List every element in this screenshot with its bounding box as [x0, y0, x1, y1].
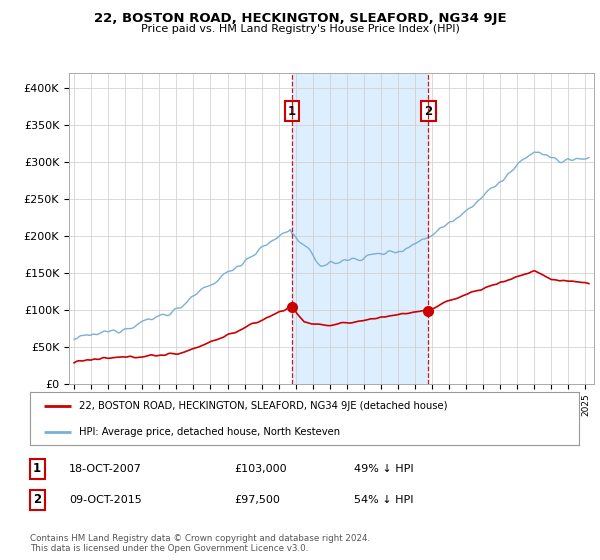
Text: 09-OCT-2015: 09-OCT-2015 [69, 495, 142, 505]
Text: 1: 1 [288, 105, 296, 118]
Text: Contains HM Land Registry data © Crown copyright and database right 2024.
This d: Contains HM Land Registry data © Crown c… [30, 534, 370, 553]
Text: £97,500: £97,500 [234, 495, 280, 505]
Text: 22, BOSTON ROAD, HECKINGTON, SLEAFORD, NG34 9JE (detached house): 22, BOSTON ROAD, HECKINGTON, SLEAFORD, N… [79, 402, 448, 412]
Text: 22, BOSTON ROAD, HECKINGTON, SLEAFORD, NG34 9JE: 22, BOSTON ROAD, HECKINGTON, SLEAFORD, N… [94, 12, 506, 25]
Bar [292, 73, 428, 384]
Text: 49% ↓ HPI: 49% ↓ HPI [354, 464, 413, 474]
Text: 54% ↓ HPI: 54% ↓ HPI [354, 495, 413, 505]
Text: Price paid vs. HM Land Registry's House Price Index (HPI): Price paid vs. HM Land Registry's House … [140, 24, 460, 34]
Text: 2: 2 [33, 493, 41, 506]
Text: HPI: Average price, detached house, North Kesteven: HPI: Average price, detached house, Nort… [79, 427, 341, 437]
Text: £103,000: £103,000 [234, 464, 287, 474]
Text: 2: 2 [424, 105, 432, 118]
Text: 18-OCT-2007: 18-OCT-2007 [69, 464, 142, 474]
Text: 1: 1 [33, 463, 41, 475]
